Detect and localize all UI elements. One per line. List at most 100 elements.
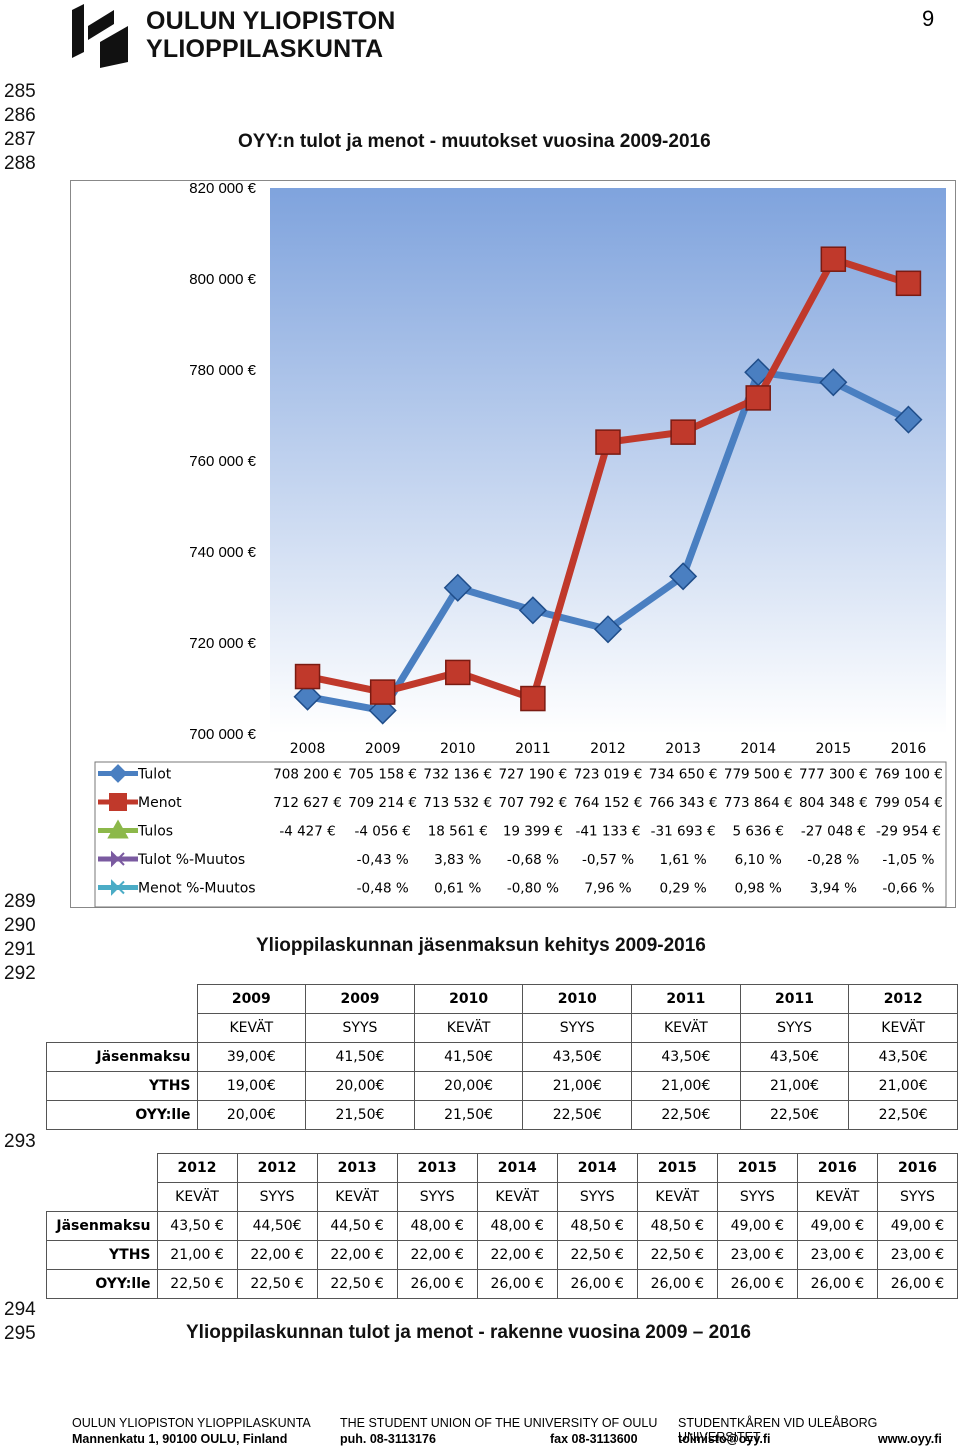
data-value-label: 709 214 €: [348, 795, 417, 811]
data-value-label: -0,57 %: [582, 852, 634, 868]
term-header: KEVÄT: [796, 1182, 878, 1212]
data-value-label: -0,66 %: [882, 881, 934, 897]
data-value-label: -0,43 %: [357, 852, 409, 868]
term-header: KEVÄT: [156, 1182, 238, 1212]
data-value-label: 734 650 €: [649, 767, 718, 783]
data-value-label: 804 348 €: [799, 795, 868, 811]
year-header: 2012: [156, 1153, 238, 1183]
term-header: SYYS: [716, 1182, 798, 1212]
org-name-line2: YLIOPPILASKUNTA: [146, 35, 384, 63]
table-row: Jäsenmaksu 39,00€ 41,50€ 41,50€ 43,50€ 43,50€…: [46, 1042, 958, 1072]
table-row: OYY:lle 22,50 €22,50 €22,50 €26,00 €26,00…: [46, 1269, 959, 1299]
fee-value: 22,50 €: [556, 1240, 638, 1270]
term-header: KEVÄT: [196, 1013, 307, 1043]
year-header: 2009: [305, 984, 415, 1014]
fee-value: 23,00 €: [796, 1240, 878, 1270]
fee-value: 44,50€: [236, 1211, 318, 1241]
data-value-label: 764 152 €: [574, 795, 643, 811]
year-header: 2013: [316, 1153, 398, 1183]
data-value-label: -41 133 €: [576, 824, 641, 840]
fees-table-2012-2016: 2012 2012 2013 2013 2014 2014 2015 2015 2016 2016…: [46, 1153, 959, 1299]
fee-value: 21,00€: [739, 1071, 850, 1101]
row-label: YTHS: [46, 1240, 158, 1270]
line-numbers-mid: 289 290 291 292: [4, 890, 36, 986]
data-value-label: 3,94 %: [810, 881, 857, 897]
footer-address: Mannenkatu 1, 90100 OULU, Finland: [72, 1432, 288, 1446]
x-category-label: 2015: [816, 741, 852, 757]
y-tick-label: 740 000 €: [189, 544, 256, 561]
row-label: OYY:lle: [46, 1100, 198, 1130]
data-value-label: -4 427 €: [279, 824, 335, 840]
line-numbers-mid2: 293: [4, 1130, 36, 1154]
data-value-label: 769 100 €: [874, 767, 943, 783]
x-category-label: 2009: [365, 741, 401, 757]
fee-value: 20,00€: [413, 1071, 524, 1101]
fee-value: 26,00 €: [556, 1269, 638, 1299]
data-value-label: -0,28 %: [807, 852, 859, 868]
term-header: KEVÄT: [848, 1013, 958, 1043]
data-value-label: -27 048 €: [801, 824, 866, 840]
data-value-label: 3,83 %: [434, 852, 481, 868]
fee-value: 20,00€: [305, 1071, 415, 1101]
data-value-label: 712 627 €: [273, 795, 342, 811]
chart-data-table: 2008 2009 2010 2011 2012 2013 2014 2015 2016 Tulo…: [94, 741, 947, 908]
data-point-menot: [745, 385, 771, 411]
year-header: 2011: [739, 984, 850, 1014]
table-row: OYY:lle 20,00€ 21,50€ 21,50€ 22,50€ 22,50€ 22,…: [46, 1100, 958, 1130]
data-point-tulot: [518, 596, 547, 625]
legend-icon-2: [98, 793, 138, 811]
fee-value: 26,00 €: [636, 1269, 718, 1299]
fee-value: 21,50€: [305, 1100, 415, 1130]
x-category-label: 2014: [740, 741, 776, 757]
year-header: 2012: [236, 1153, 318, 1183]
term-header: SYYS: [876, 1182, 959, 1212]
year-header: 2014: [556, 1153, 638, 1183]
line-number: 286: [4, 105, 36, 126]
row-label: OYY:lle: [46, 1269, 158, 1299]
footer-org-en: THE STUDENT UNION OF THE UNIVERSITY OF O…: [340, 1416, 658, 1430]
data-value-label: 18 561 €: [428, 824, 488, 840]
data-value-label: 713 532 €: [423, 795, 492, 811]
data-point-menot: [445, 659, 471, 686]
data-value-label: 5 636 €: [732, 824, 784, 840]
line-number: 289: [4, 891, 36, 912]
footer-web: www.oyy.fi: [878, 1432, 942, 1446]
data-value-label: -29 954 €: [876, 824, 941, 840]
fee-value: 21,50€: [413, 1100, 524, 1130]
data-value-label: 707 792 €: [499, 795, 568, 811]
legend-icon-4: [98, 850, 138, 868]
fee-value: 21,00€: [522, 1071, 633, 1101]
data-point-menot: [670, 419, 696, 445]
data-value-label: 732 136 €: [423, 767, 492, 783]
fee-value: 26,00 €: [396, 1269, 478, 1299]
legend-label: Tulot: [137, 767, 172, 783]
fee-value: 22,00 €: [476, 1240, 558, 1270]
term-header: SYYS: [739, 1013, 850, 1043]
data-value-label: 708 200 €: [273, 767, 342, 783]
term-header: KEVÄT: [636, 1182, 718, 1212]
data-value-label: 6,10 %: [735, 852, 782, 868]
data-value-label: 779 500 €: [724, 767, 793, 783]
data-point-menot: [369, 679, 396, 705]
data-value-label: 705 158 €: [348, 767, 417, 783]
data-value-label: 799 054 €: [874, 795, 943, 811]
fee-value: 39,00€: [196, 1042, 307, 1072]
org-name: OULUN YLIOPISTON YLIOPPILASKUNTA: [146, 7, 396, 63]
fee-value: 22,50€: [848, 1100, 958, 1130]
year-header: 2009: [196, 984, 307, 1014]
data-value-label: 7,96 %: [584, 881, 631, 897]
fee-value: 22,50€: [739, 1100, 850, 1130]
fee-value: 21,00€: [848, 1071, 958, 1101]
year-header: 2016: [796, 1153, 878, 1183]
data-table-border: [94, 761, 947, 908]
data-value-label: -4 056 €: [354, 824, 410, 840]
row-label: YTHS: [46, 1071, 198, 1101]
legend-label: Tulos: [137, 824, 173, 840]
line-number: 293: [4, 1131, 36, 1152]
fee-value: 43,50€: [631, 1042, 741, 1072]
fee-value: 22,50 €: [636, 1240, 718, 1270]
line-number: 291: [4, 939, 36, 960]
term-header: SYYS: [305, 1013, 415, 1043]
data-point-menot: [820, 246, 847, 272]
fee-value: 43,50€: [848, 1042, 958, 1072]
